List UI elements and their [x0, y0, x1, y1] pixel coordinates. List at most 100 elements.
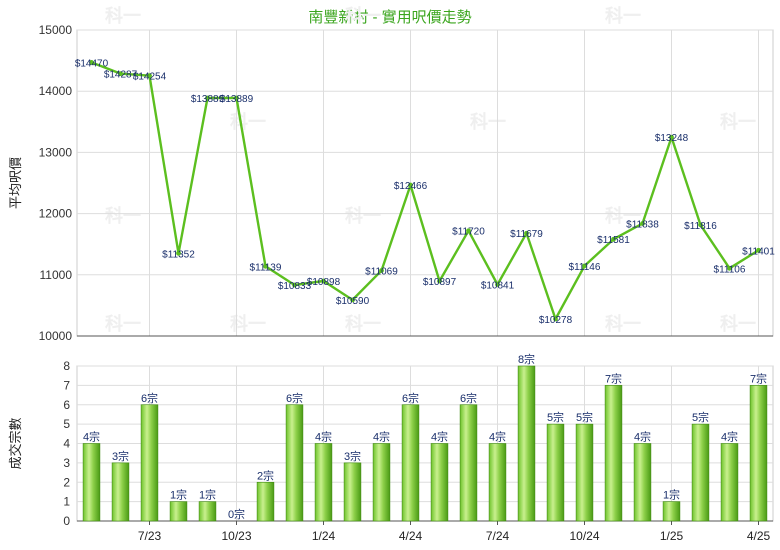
count-data-label: 4宗 [431, 430, 448, 444]
price-data-label: $11816 [684, 221, 717, 232]
count-bar [691, 423, 710, 522]
count-bar [82, 443, 101, 522]
price-data-label: $14470 [75, 58, 109, 69]
watermark-text: 科一 [605, 205, 641, 226]
watermark-text: 科一 [230, 313, 266, 334]
count-data-label: 4宗 [634, 430, 651, 444]
watermark-text: 科一 [345, 5, 381, 26]
watermark-text: 科一 [345, 205, 381, 226]
count-bar [140, 404, 159, 522]
watermark-text: 科一 [720, 313, 756, 334]
watermark-text: 科一 [605, 313, 641, 334]
bar-y-axis-title: 成交宗數 [8, 417, 23, 469]
count-data-label: 4宗 [83, 430, 100, 444]
price-point [698, 222, 703, 228]
bar-y-tick-label: 4 [63, 437, 70, 451]
count-data-label: 1宗 [663, 488, 680, 502]
count-bar [575, 423, 594, 522]
count-data-label: 6宗 [402, 391, 419, 405]
count-data-label: 6宗 [141, 391, 158, 405]
price-point [611, 236, 616, 242]
x-tick-label: 10/23 [221, 529, 251, 543]
x-tick-label: 1/24 [312, 529, 336, 543]
count-data-label: 5宗 [692, 410, 709, 424]
bar-y-tick-label: 5 [63, 417, 70, 431]
price-point [89, 60, 94, 65]
price-point [466, 228, 471, 234]
price-point [118, 71, 123, 77]
watermark-text: 科一 [470, 111, 506, 132]
count-data-label: 4宗 [489, 430, 506, 444]
count-data-label: 6宗 [460, 391, 477, 405]
count-bar [169, 501, 188, 522]
price-data-label: $13889 [220, 94, 254, 105]
price-point [408, 182, 413, 188]
chart-title: 南豐新村 - 實用呎價走勢 [308, 9, 472, 26]
price-data-label: $10841 [481, 281, 515, 292]
watermark-text: 科一 [105, 313, 141, 334]
x-tick-label: 4/24 [399, 529, 423, 543]
price-point [176, 250, 181, 256]
count-bar [285, 404, 304, 522]
watermark-text: 科一 [105, 5, 141, 26]
count-bar [459, 404, 478, 522]
line-y-tick-label: 12000 [39, 207, 73, 221]
price-data-label: $11106 [714, 264, 746, 275]
count-bar [401, 404, 420, 522]
price-data-label: $11352 [162, 249, 195, 260]
count-bar [198, 501, 217, 522]
line-y-tick-label: 15000 [39, 23, 73, 37]
count-data-label: 7宗 [750, 371, 767, 385]
price-data-label: $10590 [336, 296, 370, 307]
count-bar [517, 365, 536, 522]
watermark-text: 科一 [720, 111, 756, 132]
price-point [234, 95, 239, 101]
count-bar [720, 443, 739, 522]
price-data-label: $13248 [655, 133, 689, 144]
count-data-label: 6宗 [286, 391, 303, 405]
watermark-text: 科一 [105, 205, 141, 226]
count-bar [111, 462, 130, 522]
price-line-series [91, 61, 760, 321]
price-data-label: $10833 [278, 281, 312, 292]
price-point [437, 278, 442, 284]
line-y-tick-label: 10000 [39, 329, 73, 343]
price-data-label: $11581 [597, 235, 630, 246]
count-bar [314, 443, 333, 522]
count-bar [546, 423, 565, 522]
price-data-label: $10278 [539, 315, 573, 326]
count-data-label: 4宗 [721, 430, 738, 444]
count-bar [604, 385, 623, 522]
bar-y-tick-label: 7 [63, 378, 70, 392]
count-bar [488, 443, 507, 522]
price-data-label: $11720 [452, 227, 485, 238]
price-data-label: $11146 [569, 262, 601, 273]
bar-y-tick-label: 0 [63, 514, 70, 528]
price-data-label: $14287 [104, 70, 138, 81]
count-data-label: 5宗 [547, 410, 564, 424]
x-tick-label: 10/24 [569, 529, 599, 543]
watermark-text: 科一 [605, 5, 641, 26]
count-data-label: 0宗 [228, 507, 245, 521]
x-tick-label: 7/23 [138, 529, 162, 543]
price-data-label: $11838 [626, 220, 659, 231]
x-tick-label: 4/25 [747, 529, 771, 543]
price-point [147, 73, 152, 79]
watermark-text: 科一 [345, 313, 381, 334]
line-y-tick-label: 11000 [40, 268, 73, 282]
price-point [350, 297, 355, 303]
count-data-label: 2宗 [257, 468, 274, 482]
price-point [524, 230, 529, 236]
price-data-label: $14254 [133, 72, 167, 83]
price-data-label: $11069 [365, 267, 398, 278]
count-data-label: 7宗 [605, 371, 622, 385]
price-point [205, 95, 210, 101]
price-data-label: $12466 [394, 181, 428, 192]
bar-y-tick-label: 8 [63, 359, 70, 373]
count-data-label: 1宗 [170, 488, 187, 502]
count-data-label: 4宗 [315, 430, 332, 444]
price-data-label: $11401 [742, 246, 775, 257]
count-bar [662, 501, 681, 522]
price-point [756, 247, 761, 253]
